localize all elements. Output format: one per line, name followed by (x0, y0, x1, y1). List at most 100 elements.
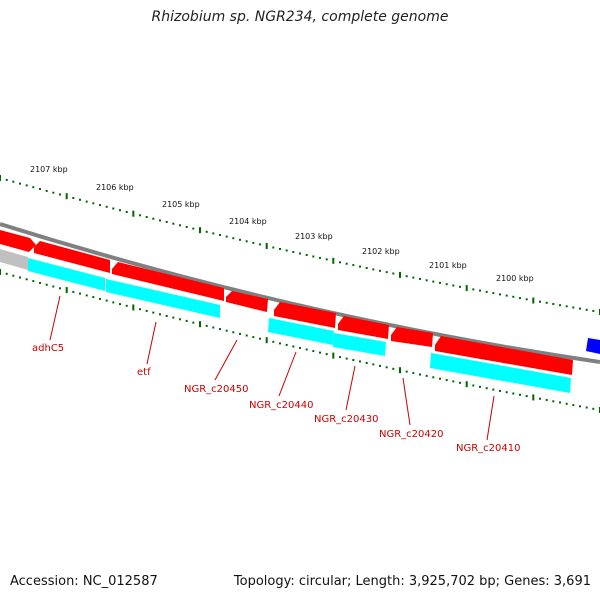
ruler-minor-tick (352, 264, 355, 267)
ruler-minor-tick (172, 316, 175, 319)
ruler-minor-tick (179, 318, 181, 321)
ruler-minor-tick (259, 243, 261, 246)
ruler-minor-tick (539, 397, 541, 400)
ruler-minor-tick (25, 278, 28, 281)
ruler-minor-tick (259, 337, 261, 340)
ruler-minor-tick (459, 285, 461, 288)
ruler-minor-tick (172, 222, 175, 225)
ruler-minor-tick (579, 307, 581, 310)
footer-accession: Accession: NC_012587 (10, 574, 158, 589)
ruler-minor-tick (245, 334, 248, 337)
gene-label: etf (137, 367, 151, 378)
gene-arrow (391, 327, 433, 347)
leader-line (278, 351, 297, 397)
gene-arrow (106, 279, 220, 318)
ruler-minor-tick (419, 277, 421, 280)
ruler-major-tick (465, 285, 468, 292)
ruler-major-tick (199, 321, 201, 328)
ruler-minor-tick (12, 274, 15, 277)
ruler-minor-tick (585, 406, 588, 409)
ruler-minor-tick (312, 255, 315, 258)
ruler-minor-tick (105, 205, 108, 208)
kbp-label: 2101 kbp (429, 261, 467, 270)
ruler-minor-tick (545, 399, 548, 401)
kbp-label: 2100 kbp (496, 274, 534, 283)
ruler-minor-tick (339, 261, 341, 264)
ruler-minor-tick (5, 272, 8, 275)
ruler-minor-tick (32, 186, 35, 189)
ruler-minor-tick (392, 367, 395, 370)
ruler-minor-tick (39, 281, 41, 284)
gene-arrow (0, 230, 36, 252)
ruler-minor-tick (525, 395, 528, 398)
gene-arrow (268, 318, 334, 345)
ruler-minor-tick (572, 306, 575, 309)
ruler-minor-tick (425, 279, 428, 282)
ruler-minor-tick (292, 345, 295, 348)
ruler-minor-tick (559, 401, 561, 404)
ruler-minor-tick (179, 224, 181, 227)
ruler-minor-tick (285, 249, 288, 252)
ruler-minor-tick (379, 269, 381, 272)
ruler-minor-tick (159, 219, 161, 222)
gene-arrow (435, 336, 573, 375)
ruler-minor-tick (385, 366, 388, 369)
ruler-minor-tick (572, 404, 575, 407)
ruler-minor-tick (165, 315, 168, 317)
ruler-major-tick (265, 337, 268, 344)
leader-line (49, 295, 61, 341)
ruler-minor-tick (79, 198, 81, 201)
ruler-minor-tick (185, 226, 188, 228)
ruler-minor-tick (412, 276, 415, 279)
ruler-minor-tick (99, 204, 101, 207)
ruler-major-tick (65, 193, 68, 200)
ruler-minor-tick (232, 331, 235, 334)
ruler-minor-tick (592, 309, 595, 312)
gene-labels: adhC5 etf NGR_c20450 NGR_c20440 NGR_c204… (32, 343, 521, 454)
ruler-minor-tick (212, 326, 215, 329)
ruler-minor-tick (372, 363, 375, 366)
inner-ruler (0, 269, 600, 413)
ruler-minor-tick (592, 407, 595, 410)
ruler-minor-tick (492, 388, 495, 391)
ruler-minor-tick (219, 234, 221, 236)
ruler-major-tick (0, 269, 1, 275)
ruler-minor-tick (299, 347, 301, 349)
ruler-minor-tick (279, 248, 281, 250)
gene-label: NGR_c20420 (379, 429, 444, 440)
ruler-minor-tick (345, 262, 348, 265)
ruler-minor-tick (505, 391, 508, 394)
ruler-minor-tick (285, 343, 288, 346)
kbp-label: 2106 kbp (96, 183, 134, 192)
ruler-minor-tick (125, 211, 128, 213)
ruler-minor-tick (112, 207, 115, 210)
ruler-major-tick (199, 227, 201, 234)
ruler-minor-tick (565, 402, 568, 405)
ruler-minor-tick (159, 313, 161, 316)
ruler-minor-tick (552, 400, 555, 403)
ruler-minor-tick (152, 311, 155, 314)
ruler-minor-tick (585, 308, 588, 311)
ruler-minor-tick (139, 308, 141, 311)
ruler-minor-tick (105, 299, 108, 302)
ruler-minor-tick (385, 271, 388, 274)
ruler-minor-tick (305, 254, 308, 256)
ruler-minor-tick (365, 267, 368, 269)
partial-gene-right (586, 338, 600, 354)
ruler-minor-tick (579, 405, 581, 408)
gene-arrow (112, 262, 224, 301)
ruler-minor-tick (559, 304, 561, 307)
ruler-major-tick (399, 271, 401, 278)
ruler-minor-tick (32, 280, 35, 283)
ruler-minor-tick (492, 292, 495, 295)
gene-arrow (338, 316, 389, 339)
leader-line (345, 365, 356, 411)
ruler-minor-tick (352, 359, 355, 361)
ruler-minor-tick (279, 342, 281, 345)
ruler-major-tick (132, 210, 135, 217)
ruler-minor-tick (365, 362, 368, 364)
ruler-minor-tick (519, 393, 521, 396)
ruler-minor-tick (505, 294, 508, 297)
gene-label: NGR_c20450 (184, 384, 249, 395)
ruler-minor-tick (5, 178, 8, 181)
